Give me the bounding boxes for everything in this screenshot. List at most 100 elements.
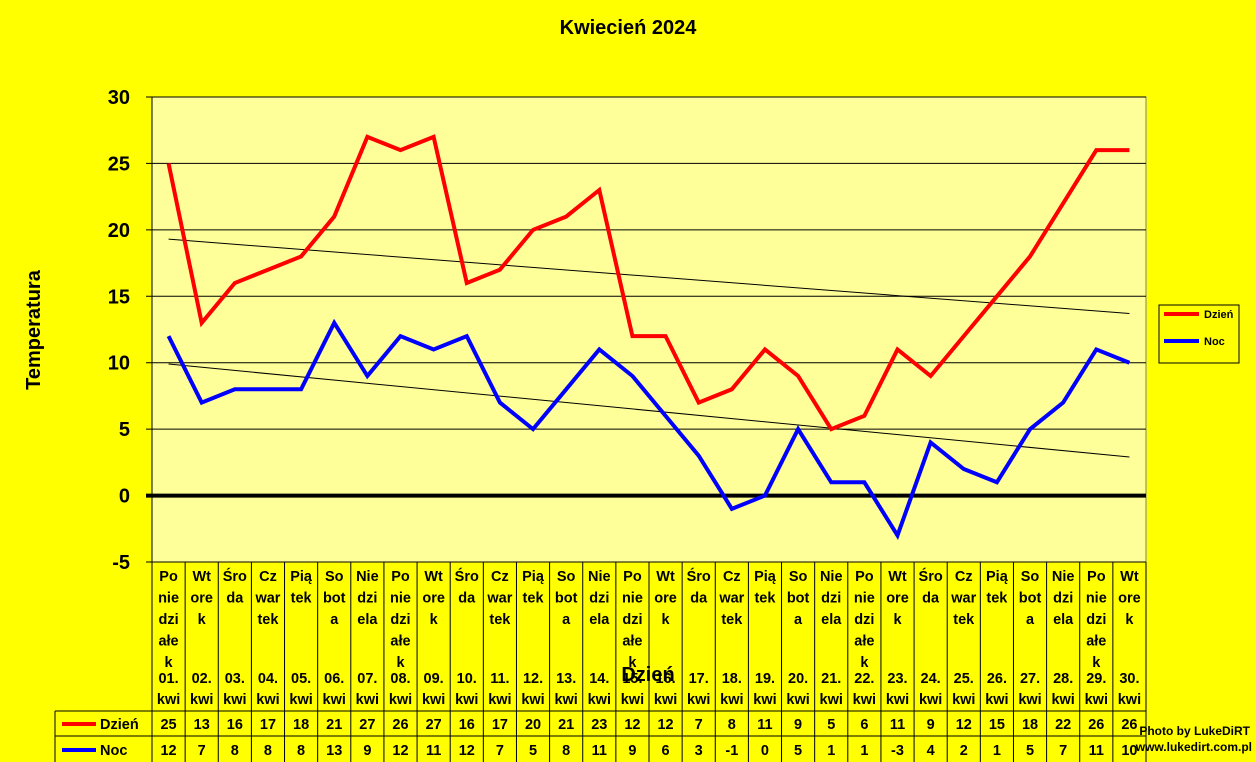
table-cell: 10 [1121, 743, 1137, 759]
legend-label: Noc [1204, 336, 1225, 348]
day-name-label: Pią [290, 569, 313, 585]
table-cell: 2 [960, 743, 968, 759]
date-label: 02. [192, 671, 212, 687]
day-name-label: tek [523, 591, 545, 607]
table-cell: 11 [757, 717, 772, 733]
series-line-day [166, 134, 1130, 432]
date-label: kwi [654, 692, 677, 708]
day-name-label: ałe [622, 634, 642, 650]
date-label: 25. [954, 671, 974, 687]
day-name-label: da [458, 591, 476, 607]
day-name-label: tek [986, 591, 1008, 607]
table-cell: -1 [725, 743, 738, 759]
date-label: kwi [1085, 692, 1108, 708]
table-cell: 0 [761, 743, 769, 759]
date-label: 19. [755, 671, 775, 687]
date-label: 07. [357, 671, 377, 687]
y-axis-title: Temperatura [23, 269, 45, 390]
data-table: Poniedziałek01.kwiWtorek02.kwiŚroda03.kw… [54, 561, 1147, 762]
table-cell: 12 [624, 717, 640, 733]
date-label: kwi [455, 692, 478, 708]
day-name-label: ałe [1086, 634, 1106, 650]
date-label: kwi [985, 692, 1008, 708]
day-name-label: dzi [1053, 591, 1073, 607]
day-name-label: war [254, 591, 280, 607]
day-name-label: ałe [158, 634, 178, 650]
day-name-label: a [562, 612, 571, 628]
y-tick-label: 20 [108, 220, 130, 242]
date-label: kwi [157, 692, 180, 708]
date-label: 04. [258, 671, 278, 687]
plot-area [151, 96, 1147, 563]
day-name-label: dzi [1086, 612, 1106, 628]
date-label: 03. [225, 671, 245, 687]
credit-line-1: Photo by LukeDiRT [1139, 724, 1250, 738]
trendline-night [168, 363, 1130, 458]
table-cell: 9 [628, 743, 636, 759]
table-cell: 18 [293, 717, 309, 733]
table-cell: 26 [1088, 717, 1104, 733]
date-label: kwi [389, 692, 412, 708]
day-name-label: Pią [754, 569, 777, 585]
date-label: kwi [356, 692, 379, 708]
day-name-label: dzi [589, 591, 609, 607]
table-cell: 11 [426, 743, 441, 759]
table-cell: 20 [525, 717, 541, 733]
table-cell: 12 [956, 717, 972, 733]
y-tick-label: 15 [108, 286, 130, 308]
date-label: 28. [1053, 671, 1073, 687]
date-label: kwi [820, 692, 843, 708]
date-label: kwi [919, 692, 942, 708]
day-name-label: tek [953, 612, 975, 628]
trendline-day [168, 238, 1130, 315]
table-cell: 9 [927, 717, 935, 733]
day-name-label: tek [489, 612, 511, 628]
table-cell: 6 [662, 743, 670, 759]
day-name-label: ela [821, 612, 842, 628]
table-cell: 4 [927, 743, 935, 759]
day-name-label: bot [323, 591, 346, 607]
day-name-label: Po [159, 569, 178, 585]
y-tick-labels: 30 25 20 15 10 5 0 -5 [108, 87, 130, 574]
day-name-label: da [226, 591, 244, 607]
date-label: 09. [424, 671, 444, 687]
table-cell: 8 [728, 717, 736, 733]
date-label: kwi [488, 692, 511, 708]
date-label: 13. [556, 671, 576, 687]
table-cell: 9 [794, 717, 802, 733]
day-name-label: Śro [455, 567, 479, 585]
day-name-label: k [198, 612, 207, 628]
table-row-header: Dzień [100, 717, 139, 733]
date-label: 12. [523, 671, 543, 687]
date-label: 18. [722, 671, 742, 687]
date-label: kwi [521, 692, 544, 708]
day-name-label: Nie [356, 569, 379, 585]
date-label: kwi [1118, 692, 1141, 708]
day-name-label: a [330, 612, 339, 628]
day-name-label: da [922, 591, 940, 607]
day-name-label: Nie [588, 569, 611, 585]
date-label: 30. [1119, 671, 1139, 687]
day-name-label: So [789, 569, 808, 585]
table-cell: 5 [827, 717, 835, 733]
day-name-label: k [628, 655, 637, 671]
table-cell: 17 [492, 717, 508, 733]
day-name-label: nie [1086, 591, 1107, 607]
day-name-label: Nie [820, 569, 843, 585]
day-name-label: Po [391, 569, 410, 585]
date-label: 17. [689, 671, 709, 687]
day-name-label: ore [422, 591, 445, 607]
day-name-label: tek [257, 612, 279, 628]
day-name-label: dzi [821, 591, 841, 607]
table-cell: 8 [264, 743, 272, 759]
date-label: kwi [952, 692, 975, 708]
table-cell: 5 [1026, 743, 1034, 759]
day-name-label: nie [854, 591, 875, 607]
date-label: kwi [853, 692, 876, 708]
date-label: 11. [490, 671, 509, 687]
day-name-label: k [893, 612, 902, 628]
date-label: kwi [786, 692, 809, 708]
date-label: kwi [1051, 692, 1074, 708]
table-cell: 26 [392, 717, 408, 733]
day-name-label: Po [623, 569, 642, 585]
